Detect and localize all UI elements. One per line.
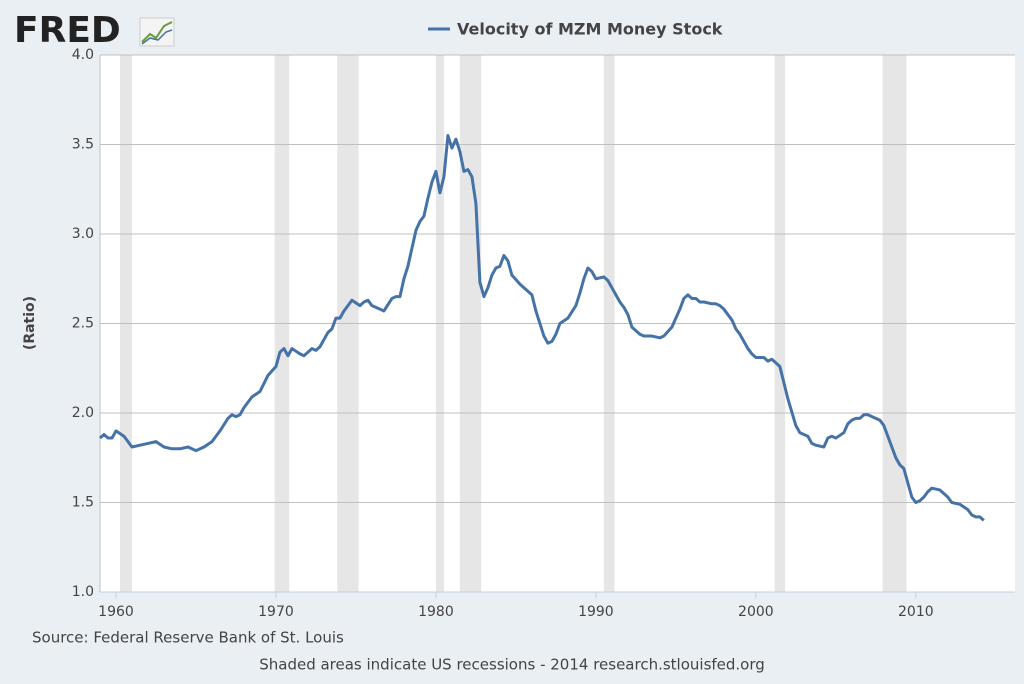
source: Source: Federal Reserve Bank of St. Loui… xyxy=(32,629,344,647)
y-tick-label: 3.5 xyxy=(72,137,94,153)
x-tick-label: 1980 xyxy=(418,604,454,620)
x-tick-label: 1970 xyxy=(258,604,294,620)
y-tick-label: 3.0 xyxy=(72,226,94,242)
logo: FRED xyxy=(14,10,121,51)
logo-icon xyxy=(139,17,175,47)
x-tick-label: 1960 xyxy=(98,604,134,620)
y-tick-label: 2.5 xyxy=(72,316,94,332)
y-tick-label: 1.0 xyxy=(72,584,94,600)
x-tick-label: 1990 xyxy=(578,604,614,620)
legend-label: Velocity of MZM Money Stock xyxy=(457,20,723,39)
x-tick-label: 2000 xyxy=(738,604,774,620)
y-axis-label: (Ratio) xyxy=(22,296,38,350)
note: Shaded areas indicate US recessions - 20… xyxy=(259,656,765,674)
y-tick-label: 1.5 xyxy=(72,495,94,511)
y-tick-label: 2.0 xyxy=(72,405,94,421)
y-tick-label: 4.0 xyxy=(72,47,94,63)
data-line xyxy=(98,134,985,522)
x-tick-label: 2010 xyxy=(898,604,934,620)
